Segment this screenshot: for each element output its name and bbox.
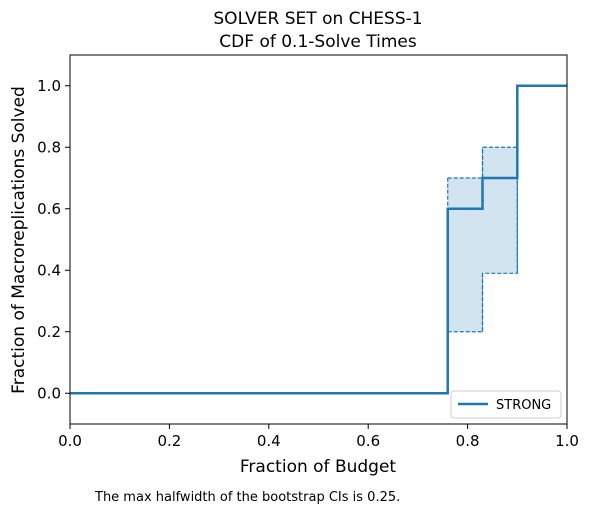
x-tick-label: 0.4 — [257, 432, 281, 450]
y-tick-label: 0.4 — [37, 261, 61, 279]
confidence-band-lower — [447, 85, 567, 333]
x-tick-label: 0.2 — [157, 432, 181, 450]
confidence-band-fill — [447, 85, 567, 332]
y-axis-ticks: 0.0 0.2 0.4 0.6 0.8 1.0 — [37, 77, 70, 402]
y-tick-label: 0.8 — [37, 138, 61, 156]
x-tick-label: 1.0 — [555, 432, 579, 450]
y-axis-label: Fraction of Macroreplications Solved — [9, 86, 29, 394]
y-tick-label: 0.0 — [37, 384, 61, 402]
x-axis-label: Fraction of Budget — [240, 457, 397, 477]
chart-title-line-2: CDF of 0.1-Solve Times — [219, 32, 417, 52]
plot-area — [69, 54, 568, 425]
plot-frame — [69, 54, 568, 425]
legend: STRONG — [450, 390, 562, 419]
x-tick-label: 0.0 — [58, 432, 82, 450]
x-axis-ticks: 0.0 0.2 0.4 0.6 0.8 1.0 — [58, 424, 579, 450]
legend-label-strong: STRONG — [496, 398, 551, 413]
legend-box — [450, 390, 562, 419]
y-tick-label: 0.6 — [37, 200, 61, 218]
bootstrap-footnote: The max halfwidth of the bootstrap CIs i… — [94, 490, 400, 505]
chart-title-line-1: SOLVER SET on CHESS-1 — [213, 9, 422, 29]
y-tick-label: 1.0 — [37, 77, 61, 95]
x-tick-label: 0.8 — [456, 432, 480, 450]
x-tick-label: 0.6 — [356, 432, 380, 450]
y-tick-label: 0.2 — [37, 323, 61, 341]
series-line-strong — [70, 84, 567, 395]
chart-title: SOLVER SET on CHESS-1 CDF of 0.1-Solve T… — [213, 9, 422, 52]
